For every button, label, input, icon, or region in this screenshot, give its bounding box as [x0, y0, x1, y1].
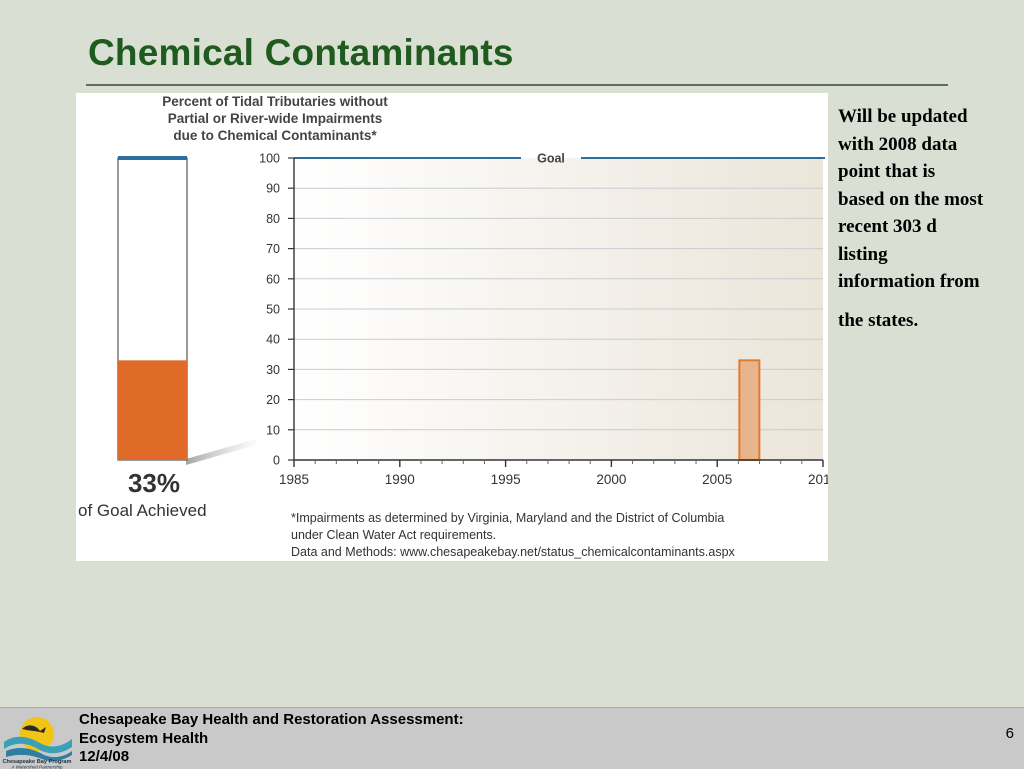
y-tick-label: 30	[266, 363, 280, 377]
footer-line: Chesapeake Bay Health and Restoration As…	[79, 711, 464, 730]
x-tick-label: 2000	[596, 472, 626, 487]
progress-gauge-top	[118, 156, 187, 160]
progress-gauge: 33% of Goal Achieved	[78, 156, 256, 520]
note-line: information from	[838, 268, 1018, 296]
chesapeake-bay-program-logo: Chesapeake Bay Program A Watershed Partn…	[0, 709, 74, 769]
chart-title-line-1: Percent of Tidal Tributaries without	[162, 94, 388, 109]
y-tick-label: 80	[266, 212, 280, 226]
note-line: point that is	[838, 158, 1018, 186]
y-tick-label: 90	[266, 182, 280, 196]
x-tick-label: 2010	[808, 472, 828, 487]
footnote-line-1: *Impairments as determined by Virginia, …	[291, 511, 724, 525]
x-tick-label: 1990	[385, 472, 415, 487]
goal-label: Goal	[537, 152, 565, 166]
side-note: Will be updated with 2008 data point tha…	[838, 103, 1018, 334]
progress-gauge-fill	[118, 360, 187, 460]
data-bar	[739, 360, 759, 460]
x-tick-label: 2005	[702, 472, 732, 487]
slide-title: Chemical Contaminants	[88, 32, 514, 74]
progress-caption: of Goal Achieved	[78, 501, 207, 520]
footnote-line-2: under Clean Water Act requirements.	[291, 528, 496, 542]
y-tick-label: 20	[266, 393, 280, 407]
footnote-line-3: Data and Methods: www.chesapeakebay.net/…	[291, 545, 736, 559]
y-tick-label: 10	[266, 423, 280, 437]
footer-text: Chesapeake Bay Health and Restoration As…	[79, 711, 464, 767]
svg-text:A Watershed Partnership: A Watershed Partnership	[10, 765, 63, 769]
footer-bar: Chesapeake Bay Program A Watershed Partn…	[0, 707, 1024, 769]
chart-figure: Percent of Tidal Tributaries without Par…	[76, 93, 828, 561]
chart-title-line-3: due to Chemical Contaminants*	[173, 128, 377, 143]
y-tick-label: 60	[266, 272, 280, 286]
note-line: listing	[838, 241, 1018, 269]
note-line: based on the most	[838, 186, 1018, 214]
note-line: the states.	[838, 307, 1018, 335]
note-line: with 2008 data	[838, 131, 1018, 159]
footer-line: Ecosystem Health	[79, 730, 464, 749]
progress-gauge-shadow	[186, 439, 256, 465]
note-line: recent 303 d	[838, 213, 1018, 241]
y-tick-label: 70	[266, 242, 280, 256]
page-number: 6	[1006, 725, 1014, 742]
y-tick-label: 0	[273, 454, 280, 468]
x-tick-label: 1985	[279, 472, 309, 487]
y-tick-label: 100	[259, 152, 280, 166]
progress-percent: 33%	[128, 468, 180, 498]
footer-line: 12/4/08	[79, 748, 464, 767]
x-tick-label: 1995	[491, 472, 521, 487]
y-tick-label: 40	[266, 333, 280, 347]
note-line: Will be updated	[838, 103, 1018, 131]
y-tick-label: 50	[266, 303, 280, 317]
chart-title-line-2: Partial or River-wide Impairments	[168, 111, 383, 126]
chart-panel: Percent of Tidal Tributaries without Par…	[76, 93, 828, 561]
title-divider	[86, 84, 948, 86]
bar-layer	[739, 360, 759, 460]
